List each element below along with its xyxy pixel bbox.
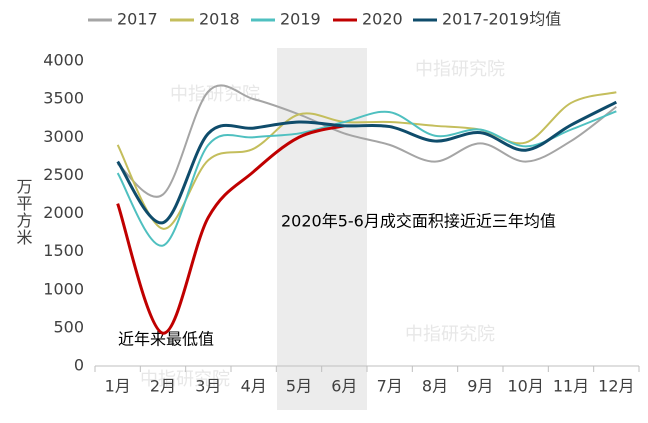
watermark: 中指研究院 [170,84,260,105]
x-tick-label: 8月 [422,377,448,396]
series-line [117,84,617,198]
y-tick-label: 1000 [43,279,84,298]
series-line [116,110,617,247]
x-tick-label: 3月 [195,377,221,396]
x-tick-label: 1月 [105,377,131,396]
y-tick-label: 2000 [43,203,84,222]
annotation: 2020年5-6月成交面积接近近三年均值 [281,212,556,231]
legend-label: 2020 [362,10,403,29]
y-tick-label: 1500 [43,241,84,260]
x-tick-label: 11月 [553,377,589,396]
legend-label: 2017 [117,10,158,29]
legend-label: 2018 [199,10,240,29]
x-tick-label: 2月 [150,377,176,396]
x-tick-label: 12月 [598,377,634,396]
y-tick-label: 0 [74,356,84,375]
y-tick-label: 2500 [43,165,84,184]
watermark: 中指研究院 [140,369,230,390]
watermark: 中指研究院 [415,59,505,80]
series-line [116,124,345,335]
y-tick-label: 3000 [43,127,84,146]
x-tick-label: 7月 [377,377,403,396]
highlight-band [277,48,367,410]
y-axis-label: 万平方米 [14,178,33,246]
watermark: 中指研究院 [405,324,495,345]
legend-label: 2017-2019均值 [442,10,561,29]
x-tick-label: 4月 [241,377,267,396]
series-line [116,100,618,225]
y-tick-label: 4000 [43,51,84,70]
x-tick-label: 6月 [331,377,357,396]
y-tick-label: 3500 [43,89,84,108]
y-tick-label: 500 [53,317,84,336]
legend-label: 2019 [280,10,321,29]
annotation: 近年来最低值 [118,330,214,349]
x-tick-label: 10月 [507,377,543,396]
x-tick-label: 5月 [286,377,312,396]
x-tick-label: 9月 [467,377,493,396]
